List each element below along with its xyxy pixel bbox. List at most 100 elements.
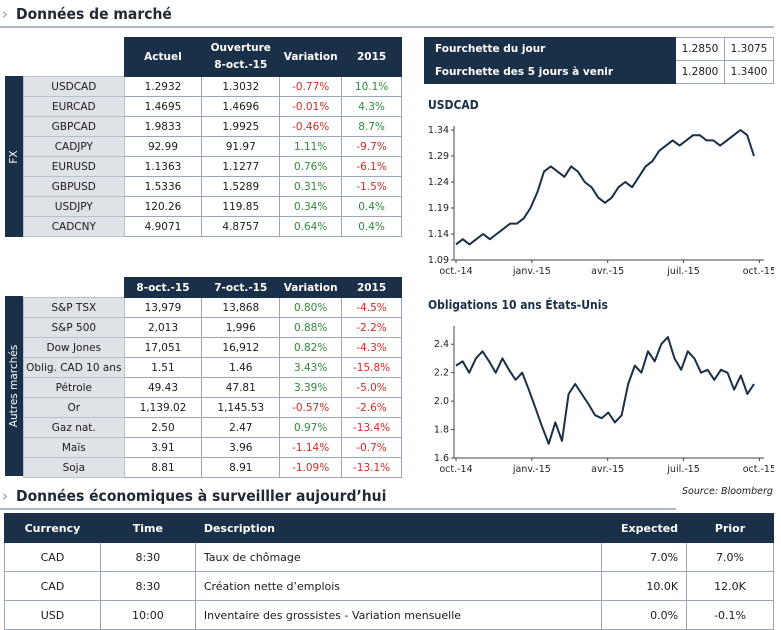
ytd-cell: -2.2% [341,317,402,338]
table-row: Gaz nat. 2.50 2.47 0.97% -13.4% [23,417,402,438]
value-cell: 91.97 [201,136,281,157]
value-cell: 119.85 [201,196,281,217]
change-cell: 3.39% [279,377,343,398]
expected-cell: 10.0K [601,571,688,601]
value-cell: 3.96 [201,437,281,458]
change-cell: 1.11% [279,136,343,157]
value-cell: 13,868 [201,297,281,318]
instrument-name: USDCAD [23,76,125,97]
header-cell: Ouverture 8-oct.-15 [201,37,281,77]
ytd-cell: -5.0% [341,377,402,398]
value-cell: 1.1277 [201,156,281,177]
value-cell: 1.5336 [123,176,203,197]
change-cell: -0.77% [279,76,343,97]
table-row: GBPCAD 1.9833 1.9925 -0.46% 8.7% [23,116,402,137]
table-row: USDJPY 120.26 119.85 0.34% 0.4% [23,196,402,217]
series-line [455,336,755,445]
value-cell: 1.9833 [123,116,203,137]
value-cell: 1.4696 [201,96,281,117]
header-cell: Time [99,513,196,543]
table-row: Oblig. CAD 10 ans 1.51 1.46 3.43% -15.8% [23,357,402,378]
x-tick-label: oct.-15 [743,464,774,475]
value-cell: 120.26 [123,196,203,217]
table-row: Maïs 3.91 3.96 -1.14% -0.7% [23,437,402,458]
instrument-name: Oblig. CAD 10 ans [23,357,125,378]
instrument-name: GBPCAD [23,116,125,137]
change-cell: 0.82% [279,337,343,358]
x-tick-label: janv.-15 [512,266,551,277]
currency-cell: CAD [4,571,101,601]
change-cell: 0.64% [279,216,343,237]
instrument-name: Maïs [23,437,125,458]
value-cell: 8.81 [123,457,203,478]
table-row: USD 10:00 Inventaire des grossistes - Vari… [4,600,774,630]
section-title: Données économiques à surveilller aujour… [16,487,387,505]
time-cell: 8:30 [99,571,196,601]
ytd-cell: -4.5% [341,297,402,318]
y-tick-label: 1.24 [428,177,449,188]
ytd-cell: 0.4% [341,196,402,217]
instrument-name: Gaz nat. [23,417,125,438]
change-cell: 3.43% [279,357,343,378]
table-row: CADJPY 92.99 91.97 1.11% -9.7% [23,136,402,157]
value-cell: 3.91 [123,437,203,458]
market-section-header: › Données de marché [0,2,774,28]
prior-cell: -0.1% [686,600,774,630]
header-cell: Description [194,513,603,543]
y-tick-label: 1.14 [428,229,449,240]
table-row: Pétrole 49.43 47.81 3.39% -5.0% [23,377,402,398]
value-cell: 1.3032 [201,76,281,97]
chart-title: USDCAD [428,98,479,112]
range-low: 1.2850 [675,37,725,61]
header-cell: Variation [279,277,343,298]
table-row: CADCNY 4.9071 4.8757 0.64% 0.4% [23,216,402,237]
section-title: Données de marché [16,5,172,23]
us10y-line-chart: 1.6 1.8 2.0 2.2 2.4 oct.-14 janv.-15 avr.-15 jui… [434,326,774,475]
value-cell: 92.99 [123,136,203,157]
value-cell: 1.9925 [201,116,281,137]
table-row: S&P TSX 13,979 13,868 0.80% -4.5% [23,297,402,318]
table-row: Or 1,139.02 1,145.53 -0.57% -2.6% [23,397,402,418]
table-row: Soja 8.81 8.91 -1.09% -13.1% [23,457,402,478]
value-cell: 4.8757 [201,216,281,237]
ytd-cell: -9.7% [341,136,402,157]
instrument-name: S&P TSX [23,297,125,318]
time-cell: 8:30 [99,542,196,572]
economic-events-table: Currency Time Description Expected Prior… [4,513,774,630]
table-row: GBPUSD 1.5336 1.5289 0.31% -1.5% [23,176,402,197]
value-cell: 1.46 [201,357,281,378]
other-markets-side-label: Autres marchés [5,296,23,476]
y-tick-label: 2.2 [434,368,449,379]
ytd-cell: -4.3% [341,337,402,358]
instrument-name: Soja [23,457,125,478]
instrument-name: EURCAD [23,96,125,117]
range-low: 1.2800 [675,60,725,84]
value-cell: 2,013 [123,317,203,338]
description-cell: Taux de chômage [194,542,603,572]
ytd-cell: 10.1% [341,76,402,97]
description-cell: Inventaire des grossistes - Variation me… [194,600,603,630]
instrument-name: USDJPY [23,196,125,217]
chart-title: Obligations 10 ans États-Unis [428,298,608,312]
range-label: Fourchette des 5 jours à venir [424,60,676,84]
ytd-cell: 0.4% [341,216,402,237]
x-tick-label: juil.-15 [666,464,699,475]
instrument-name: Dow Jones [23,337,125,358]
header-cell: Actuel [123,37,203,77]
value-cell: 1,145.53 [201,397,281,418]
ytd-cell: -1.5% [341,176,402,197]
range-table: Fourchette du jour 1.2850 1.3075 Fourche… [424,37,774,84]
fx-side-label: FX [5,76,23,237]
table-row: S&P 500 2,013 1,996 0.88% -2.2% [23,317,402,338]
value-cell: 1,996 [201,317,281,338]
instrument-name: Pétrole [23,377,125,398]
value-cell: 49.43 [123,377,203,398]
change-cell: 0.88% [279,317,343,338]
change-cell: -1.14% [279,437,343,458]
prior-cell: 12.0K [686,571,774,601]
y-tick-label: 1.19 [428,203,449,214]
change-cell: 0.76% [279,156,343,177]
header-cell: Variation [279,37,343,77]
expected-cell: 7.0% [601,542,688,572]
ytd-cell: -6.1% [341,156,402,177]
